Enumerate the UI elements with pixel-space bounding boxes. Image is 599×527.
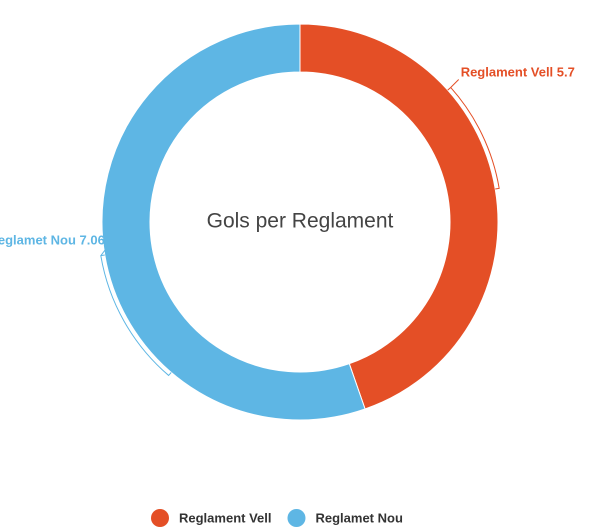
data-label: Reglament Vell 5.7 (461, 65, 575, 80)
label-bracket (100, 247, 172, 377)
legend-label: Reglamet Nou (315, 510, 402, 525)
chart-title: Gols per Reglament (207, 210, 394, 233)
data-label-value: 5.7 (557, 65, 575, 80)
slice (101, 23, 366, 421)
slice (299, 23, 499, 410)
data-label-name: Reglament Vell (461, 65, 553, 80)
legend-swatch (151, 509, 169, 527)
legend-swatch (287, 509, 306, 527)
data-label: Reglamet Nou 7.06 (0, 233, 105, 248)
data-label-value: 7.06 (80, 233, 105, 248)
legend-label: Reglament Vell (179, 510, 271, 525)
label-bracket (447, 79, 500, 190)
data-label-name: Reglamet Nou (0, 233, 76, 248)
